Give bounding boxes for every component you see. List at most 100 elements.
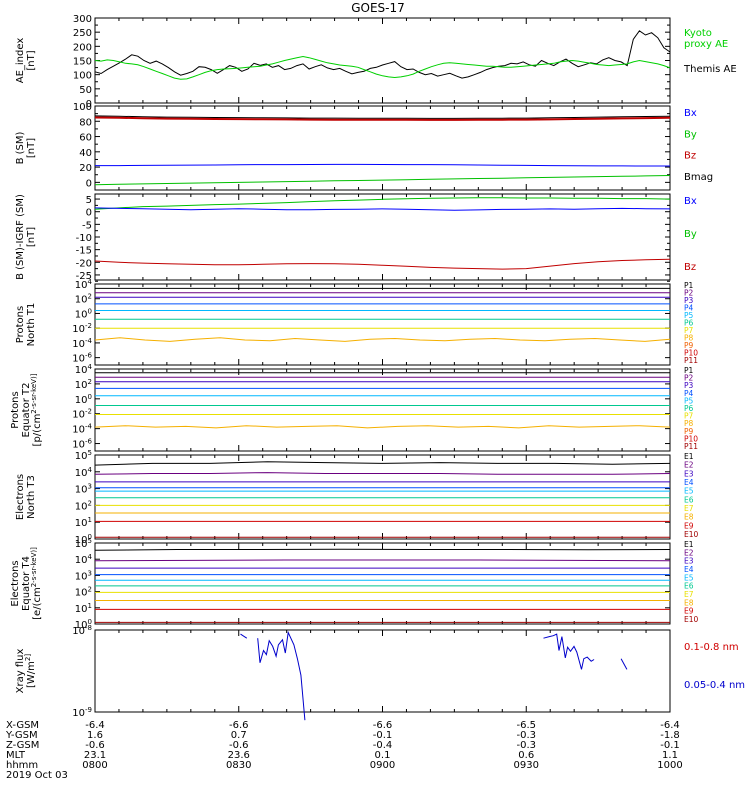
y-tick-label: 102 xyxy=(75,586,92,599)
x-axis-value: 0.6 xyxy=(518,750,534,761)
y-axis-label: [e/(cm2-s-sr-keV)] xyxy=(30,547,43,620)
legend-label: P3 xyxy=(684,296,694,305)
x-axis-row-label: Y-GSM xyxy=(5,730,38,741)
legend-label: P4 xyxy=(684,389,694,398)
y-tick-label: 100 xyxy=(75,393,92,406)
legend-label: P10 xyxy=(684,349,698,358)
series-line-bz xyxy=(94,258,671,270)
series-line-p8 xyxy=(94,337,671,342)
y-tick-label: 104 xyxy=(75,278,93,291)
legend-label: E6 xyxy=(684,495,694,504)
legend-label: P4 xyxy=(684,304,694,313)
legend-label: E3 xyxy=(684,557,694,566)
legend-label: E5 xyxy=(684,573,694,582)
legend-label: P7 xyxy=(684,412,694,421)
y-tick-label: 100 xyxy=(75,533,92,546)
y-tick-label: 105 xyxy=(75,537,92,550)
x-axis-value: -0.6 xyxy=(229,740,249,751)
y-tick-label: 103 xyxy=(75,569,92,582)
y-axis-label: [nT] xyxy=(26,50,37,70)
x-axis-value: 1.1 xyxy=(662,750,678,761)
x-axis-value: -6.5 xyxy=(516,720,536,731)
x-axis-value: 0930 xyxy=(514,760,539,771)
y-tick-label: 102 xyxy=(75,378,92,391)
legend-label: E3 xyxy=(684,469,694,478)
series-line-e2 xyxy=(94,472,671,475)
series-line-kyoto-proxy-ae xyxy=(94,55,671,80)
legend-label: E5 xyxy=(684,487,694,496)
legend-label: P8 xyxy=(684,334,694,343)
panel-8: 10-8 10-9 Xray flux [W/m2] 0.1-0.8 nm 0.05-0.… xyxy=(15,624,745,721)
x-axis-value: 23.1 xyxy=(84,750,106,761)
y-tick-label: -10 xyxy=(76,233,92,244)
legend-label: E8 xyxy=(684,598,694,607)
legend-label: P2 xyxy=(684,289,694,298)
y-tick-label: 0 xyxy=(86,178,92,189)
series-line-e2 xyxy=(94,559,671,562)
y-axis-label: Equator T2 xyxy=(21,383,32,438)
legend-label: E10 xyxy=(684,530,699,539)
series-line-bmag xyxy=(94,115,671,119)
x-axis-value: -6.6 xyxy=(229,720,249,731)
series-line-p8 xyxy=(94,425,671,429)
legend-label: E2 xyxy=(684,548,694,557)
series-line-0-05-0-4-nm xyxy=(240,633,248,639)
panel-3: -25 -20-15 -10 -50 5 B (SM)-IGRF (SM) [nT] Bx By… xyxy=(15,193,697,282)
legend-label: Bz xyxy=(684,151,696,162)
y-tick-label: 150 xyxy=(73,57,92,68)
legend-label: P11 xyxy=(684,442,698,451)
series-line-bz xyxy=(94,116,671,121)
legend-label: E10 xyxy=(684,615,699,624)
legend-label: P6 xyxy=(684,319,694,328)
y-axis-label: North T1 xyxy=(26,303,37,347)
y-axis-label: B (SM) xyxy=(15,131,26,164)
y-tick-label: 10-9 xyxy=(72,706,92,719)
y-axis-label: North T3 xyxy=(26,475,37,519)
series-line-0-05-0-4-nm xyxy=(543,633,595,670)
y-tick-label: -15 xyxy=(76,246,92,257)
panel-5: 104 102 100 10-2 10-4 10-6 Protons Equator T2 [p… xyxy=(10,363,698,452)
y-tick-label: 104 xyxy=(75,466,93,479)
y-tick-label: 103 xyxy=(75,483,92,496)
y-tick-label: 40 xyxy=(79,148,92,159)
y-tick-label: 10-6 xyxy=(72,352,92,365)
x-axis-value: -0.3 xyxy=(516,740,536,751)
x-axis-value: -0.4 xyxy=(373,740,393,751)
x-axis-value: 1000 xyxy=(657,760,682,771)
legend-label: E6 xyxy=(684,582,694,591)
legend-label: E1 xyxy=(684,540,694,549)
y-tick-label: 104 xyxy=(75,363,93,376)
legend-label: 0.1-0.8 nm xyxy=(684,642,739,653)
y-tick-label: 102 xyxy=(75,499,92,512)
series-line-e1 xyxy=(94,461,671,466)
legend-label: E4 xyxy=(684,478,694,487)
legend-label: 0.05-0.4 nm xyxy=(684,680,745,691)
legend-label: E7 xyxy=(684,590,694,599)
y-tick-label: 5 xyxy=(86,195,92,206)
series-line-0-05-0-4-nm xyxy=(620,658,628,670)
y-axis-label: [nT] xyxy=(26,138,37,158)
legend-label: Bmag xyxy=(684,172,713,183)
legend-label: P9 xyxy=(684,341,694,350)
x-axis-value: 0830 xyxy=(226,760,251,771)
y-tick-label: 10-4 xyxy=(72,337,92,350)
y-tick-label: 0 xyxy=(86,99,92,110)
x-axis-value: -1.8 xyxy=(660,730,680,741)
legend-label: P2 xyxy=(684,374,694,383)
series-line-e1 xyxy=(94,548,671,551)
legend-label: P1 xyxy=(684,281,694,290)
y-tick-label: 250 xyxy=(73,28,92,39)
legend-label: P1 xyxy=(684,366,694,375)
y-tick-label: 105 xyxy=(75,449,92,462)
y-axis-label: Protons xyxy=(10,391,21,428)
y-tick-label: 101 xyxy=(75,602,92,615)
x-axis-value: 0900 xyxy=(370,760,395,771)
y-tick-label: 0 xyxy=(86,208,92,219)
y-axis-label: Protons xyxy=(15,306,26,343)
series-line-themis-ae xyxy=(94,30,671,79)
y-axis-label: Xray flux xyxy=(15,649,26,694)
y-tick-label: 10-8 xyxy=(72,624,92,637)
